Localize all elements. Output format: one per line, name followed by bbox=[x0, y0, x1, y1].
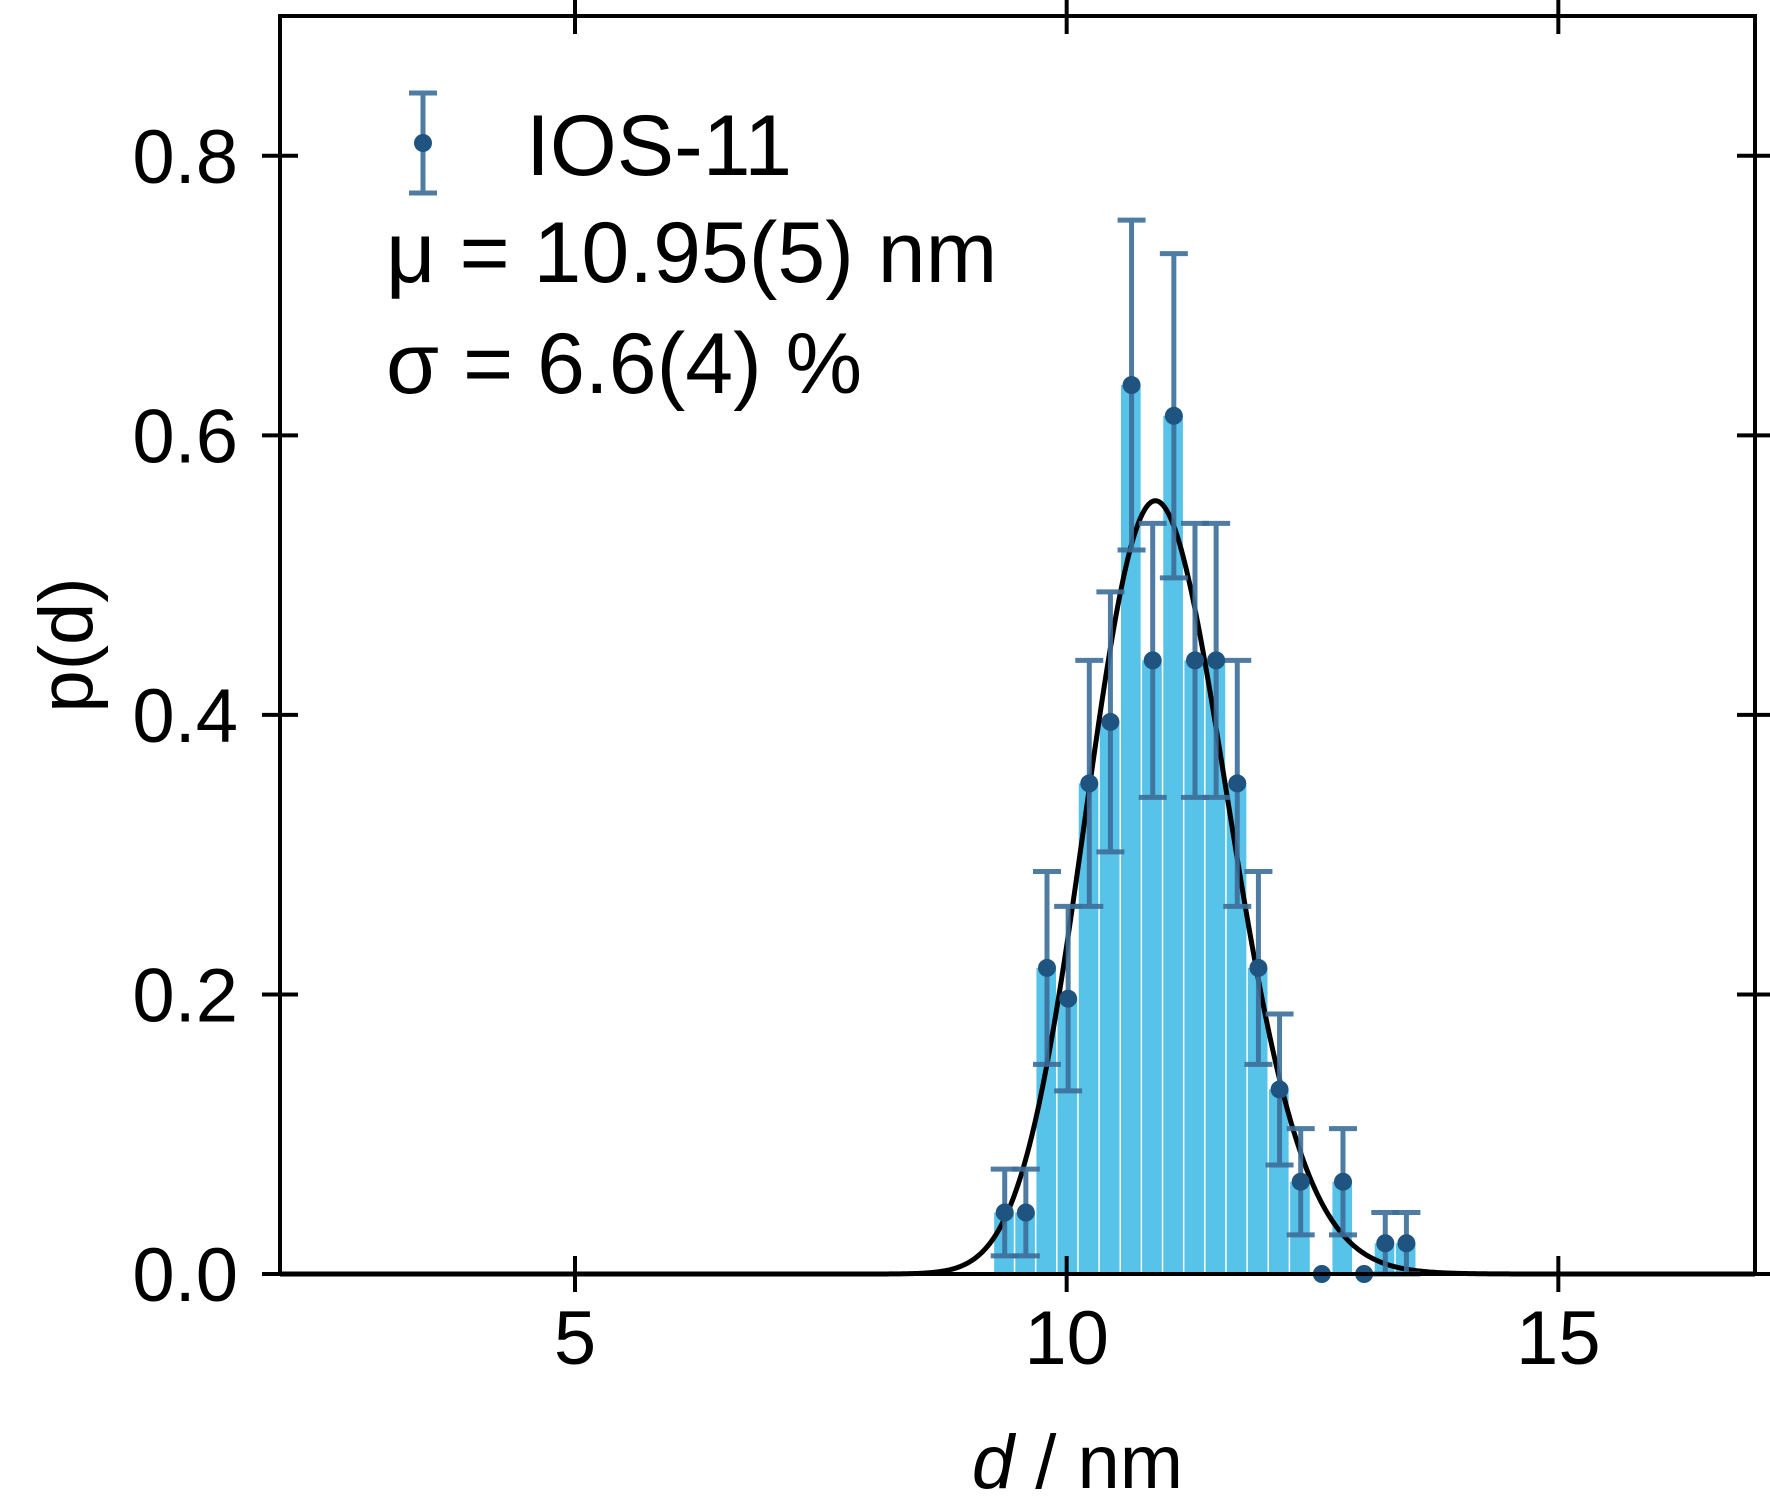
data-point bbox=[1143, 651, 1162, 670]
x-axis-label-unit: / nm bbox=[1014, 1420, 1183, 1500]
data-point bbox=[1185, 651, 1204, 670]
histogram-bar bbox=[1268, 1089, 1289, 1274]
histogram-bar bbox=[1120, 385, 1141, 1275]
legend-point bbox=[414, 134, 432, 152]
axis-ticks bbox=[262, 0, 1770, 1292]
data-point bbox=[1291, 1172, 1310, 1191]
y-tick-label: 0.4 bbox=[132, 674, 238, 759]
axis-tick-labels: 5 10 15 0.0 0.2 0.4 0.6 0.8 bbox=[132, 115, 1600, 1381]
data-point bbox=[1249, 958, 1268, 977]
histogram-bar bbox=[1205, 660, 1226, 1274]
y-tick-label: 0.0 bbox=[132, 1233, 238, 1318]
data-point bbox=[1164, 406, 1183, 425]
data-point bbox=[1101, 712, 1120, 731]
histogram-bar bbox=[1247, 967, 1268, 1274]
y-axis-label: p(d) bbox=[24, 577, 109, 712]
fit-curve bbox=[279, 498, 1756, 1277]
data-point bbox=[1059, 989, 1078, 1008]
histogram-bar bbox=[1099, 721, 1120, 1274]
mu-annotation: μ = 10.95(5) nm bbox=[386, 205, 997, 301]
fit-curve-group bbox=[279, 498, 1756, 1277]
data-point bbox=[1207, 651, 1226, 670]
x-axis-label-var: d bbox=[972, 1420, 1017, 1500]
histogram-bar bbox=[1057, 998, 1078, 1274]
data-point bbox=[1397, 1234, 1416, 1253]
plot-frame bbox=[278, 14, 1757, 1276]
data-point bbox=[1333, 1172, 1352, 1191]
y-tick-label: 0.2 bbox=[132, 953, 238, 1038]
x-tick-label: 5 bbox=[554, 1296, 596, 1381]
legend-label: IOS-11 bbox=[526, 98, 792, 194]
data-point bbox=[1376, 1234, 1395, 1253]
histogram-bar bbox=[1163, 415, 1183, 1275]
data-points-group bbox=[995, 376, 1416, 1283]
legend-errorbar-marker bbox=[409, 90, 437, 196]
histogram-bar bbox=[1184, 660, 1205, 1274]
x-axis-label: d / nm bbox=[972, 1420, 1183, 1500]
data-point bbox=[995, 1203, 1014, 1222]
data-point bbox=[1122, 376, 1141, 395]
data-point bbox=[1270, 1080, 1289, 1099]
histogram-bar bbox=[1142, 660, 1162, 1274]
data-point bbox=[1080, 774, 1099, 793]
data-point bbox=[1228, 774, 1247, 793]
x-tick-label: 10 bbox=[1024, 1296, 1109, 1381]
data-point bbox=[1038, 958, 1056, 977]
y-tick-label: 0.8 bbox=[132, 115, 238, 200]
x-tick-label: 15 bbox=[1516, 1296, 1601, 1381]
histogram-bars bbox=[994, 385, 1416, 1275]
legend: IOS-11 μ = 10.95(5) nm σ = 6.6(4) % bbox=[386, 90, 997, 412]
data-point bbox=[1016, 1203, 1035, 1222]
sigma-annotation: σ = 6.6(4) % bbox=[386, 316, 862, 412]
y-tick-label: 0.6 bbox=[132, 394, 238, 479]
